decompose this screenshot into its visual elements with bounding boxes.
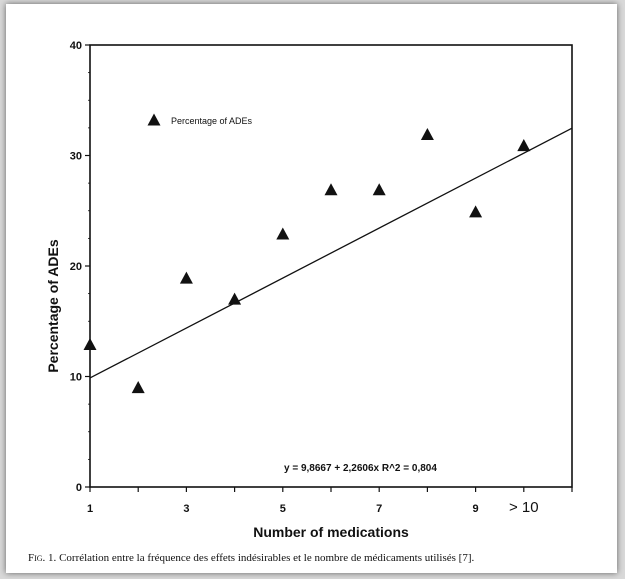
data-point bbox=[228, 292, 242, 305]
x-tick-label: 9 bbox=[473, 503, 479, 515]
caption-text: Corrélation entre la fréquence des effet… bbox=[56, 552, 475, 564]
y-tick-label: 10 bbox=[70, 372, 82, 384]
data-point bbox=[420, 128, 434, 141]
data-point bbox=[324, 183, 338, 196]
y-tick-label: 0 bbox=[76, 482, 82, 494]
x-tick-label: 7 bbox=[376, 503, 382, 515]
figure-frame: 0 10 20 30 40 1 3 5 7 9 > 10 Number of medications P… bbox=[6, 4, 617, 573]
x-tick-label: 5 bbox=[280, 503, 286, 515]
y-axis-title: Percentage of ADEs bbox=[45, 239, 61, 373]
regression-equation: y = 9,8667 + 2,2606x R^2 = 0,804 bbox=[284, 463, 437, 474]
figure-caption: Fig. 1. Corrélation entre la fréquence d… bbox=[28, 552, 608, 564]
data-point bbox=[276, 227, 290, 240]
y-tick-label: 20 bbox=[70, 261, 82, 273]
figure-label: Fig. 1. bbox=[28, 552, 57, 564]
data-point bbox=[372, 183, 386, 196]
x-tick-label: > 10 bbox=[509, 499, 539, 516]
plot-area-border bbox=[89, 44, 573, 488]
data-point bbox=[83, 337, 97, 350]
data-point bbox=[131, 381, 145, 394]
legend-marker bbox=[147, 113, 161, 126]
data-point bbox=[179, 271, 193, 284]
data-point bbox=[517, 139, 531, 152]
x-axis-title: Number of medications bbox=[253, 524, 409, 540]
x-tick-label: 3 bbox=[183, 503, 189, 515]
x-tick-label: 1 bbox=[87, 503, 93, 515]
scatter-chart: 0 10 20 30 40 1 3 5 7 9 > 10 Number of medications P… bbox=[45, 40, 573, 540]
y-tick-label: 40 bbox=[70, 40, 82, 52]
trend-line bbox=[89, 127, 573, 379]
data-point bbox=[469, 205, 483, 218]
legend-label: Percentage of ADEs bbox=[171, 116, 253, 126]
y-tick-label: 30 bbox=[70, 151, 82, 163]
